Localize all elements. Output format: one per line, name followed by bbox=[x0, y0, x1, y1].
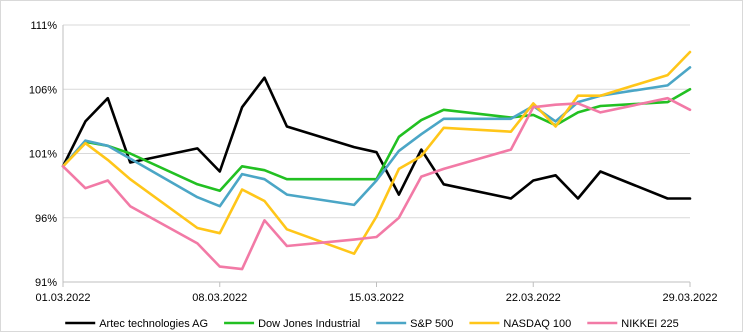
axes bbox=[62, 25, 691, 287]
legend-label: Artec technologies AG bbox=[99, 318, 208, 330]
legend-label: NASDAQ 100 bbox=[503, 318, 571, 330]
y-tick-label: 91% bbox=[35, 277, 57, 289]
legend-label: S&P 500 bbox=[410, 318, 453, 330]
y-tick-label: 106% bbox=[29, 84, 57, 96]
y-tick-label: 96% bbox=[35, 213, 57, 225]
series-line bbox=[61, 50, 692, 255]
y-tick-labels: 91% 96% 101% 106% 111% bbox=[29, 20, 57, 289]
series-line bbox=[61, 66, 692, 208]
gridlines bbox=[63, 24, 690, 219]
series-line bbox=[61, 76, 692, 200]
legend-label: NIKKEI 225 bbox=[621, 318, 678, 330]
x-tick-label: 01.03.2022 bbox=[35, 292, 90, 304]
x-tick-label: 29.03.2022 bbox=[662, 292, 717, 304]
x-tick-labels: 01.03.2022 08.03.2022 15.03.2022 22.03.2022… bbox=[35, 292, 717, 304]
legend: Artec technologies AG Dow Jones Industria… bbox=[65, 318, 679, 330]
legend-label: Dow Jones Industrial bbox=[258, 318, 360, 330]
y-tick-label: 111% bbox=[30, 20, 57, 32]
series-line bbox=[61, 96, 692, 271]
y-tick-label: 101% bbox=[29, 149, 57, 161]
x-tick-label: 22.03.2022 bbox=[506, 292, 561, 304]
x-tick-label: 08.03.2022 bbox=[192, 292, 247, 304]
series-lines bbox=[61, 50, 692, 271]
x-tick-label: 15.03.2022 bbox=[349, 292, 404, 304]
